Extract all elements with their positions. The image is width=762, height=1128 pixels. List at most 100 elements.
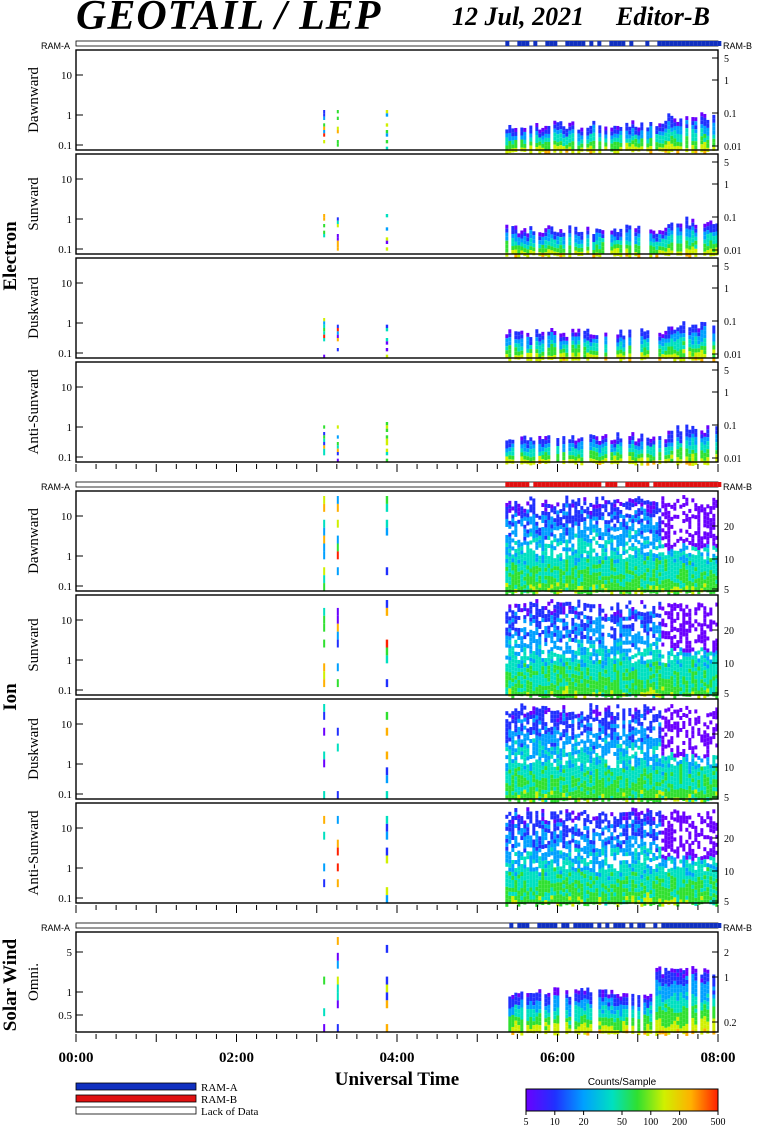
data-cell (655, 613, 659, 618)
data-cell (703, 235, 707, 240)
data-cell (511, 747, 515, 752)
data-cell (529, 605, 533, 610)
data-cell (619, 657, 623, 662)
data-cell (517, 615, 521, 620)
data-cell (604, 681, 608, 686)
data-cell (571, 763, 575, 768)
data-cell (637, 450, 641, 455)
data-cell (652, 537, 656, 542)
data-cell (505, 635, 509, 640)
data-cell (532, 582, 536, 587)
data-cell (547, 351, 551, 356)
data-cell (574, 614, 578, 619)
data-cell (517, 347, 521, 352)
data-cell (679, 564, 683, 569)
data-cell (574, 521, 578, 526)
data-cell (323, 331, 326, 335)
data-cell (553, 660, 557, 665)
data-cell (655, 685, 659, 690)
data-cell (700, 568, 704, 573)
data-cell (505, 252, 509, 257)
data-cell (706, 135, 710, 140)
data-cell (547, 225, 551, 230)
data-cell (583, 776, 587, 781)
data-cell (634, 578, 638, 583)
data-cell (520, 522, 524, 527)
data-cell (568, 579, 572, 584)
data-cell (658, 536, 662, 541)
data-cell (682, 551, 686, 556)
data-cell (571, 795, 575, 800)
data-cell (544, 145, 548, 150)
data-cell (679, 451, 683, 456)
data-cell (538, 133, 542, 138)
data-cell (712, 232, 716, 237)
data-cell (673, 662, 677, 667)
data-cell (592, 773, 596, 778)
data-cell (517, 511, 521, 516)
data-cell (592, 516, 596, 521)
data-cell (682, 608, 686, 613)
data-cell (589, 727, 593, 732)
data-cell (523, 564, 527, 569)
data-cell (541, 749, 545, 754)
data-cell (691, 623, 695, 628)
data-cell (634, 514, 638, 519)
data-cell (553, 730, 557, 735)
data-cell (703, 117, 707, 122)
data-cell (517, 794, 521, 799)
data-cell (613, 439, 617, 444)
data-cell (715, 235, 719, 240)
data-cell (685, 144, 689, 149)
data-cell (598, 129, 602, 134)
data-cell (556, 138, 560, 143)
data-cell (712, 525, 716, 530)
ram-bar-segment (693, 41, 698, 46)
data-cell (682, 620, 686, 625)
data-cell (508, 532, 512, 537)
data-cell (613, 125, 617, 130)
data-cell (541, 135, 545, 140)
data-cell (562, 753, 566, 758)
data-cell (628, 225, 632, 230)
data-cell (616, 240, 620, 245)
data-cell (514, 512, 518, 517)
data-cell (565, 784, 569, 789)
data-cell (541, 143, 545, 148)
data-cell (688, 331, 692, 336)
data-cell (715, 575, 719, 580)
data-cell (532, 742, 536, 747)
data-cell (607, 652, 611, 657)
data-cell (532, 774, 536, 779)
data-cell (649, 233, 653, 238)
data-cell (586, 770, 590, 775)
data-cell (553, 604, 557, 609)
data-cell (508, 660, 512, 665)
data-cell (613, 535, 617, 540)
data-cell (598, 559, 602, 564)
data-cell (529, 782, 533, 787)
data-cell (541, 447, 545, 452)
data-cell (712, 337, 716, 342)
data-cell (529, 730, 533, 735)
data-cell (556, 562, 560, 567)
data-cell (538, 612, 542, 617)
data-cell (523, 757, 527, 762)
data-cell (601, 656, 605, 661)
data-cell (658, 436, 662, 441)
data-cell (592, 512, 596, 517)
data-cell (505, 767, 509, 772)
data-cell (628, 241, 632, 246)
data-cell (568, 559, 572, 564)
data-cell (556, 526, 560, 531)
data-cell (655, 586, 659, 591)
data-cell (625, 240, 629, 245)
data-cell (619, 633, 623, 638)
data-cell (568, 772, 572, 777)
data-cell (631, 456, 635, 461)
data-cell (703, 231, 707, 236)
data-cell (538, 736, 542, 741)
data-cell (520, 590, 524, 595)
data-cell (577, 753, 581, 758)
data-cell (532, 790, 536, 795)
